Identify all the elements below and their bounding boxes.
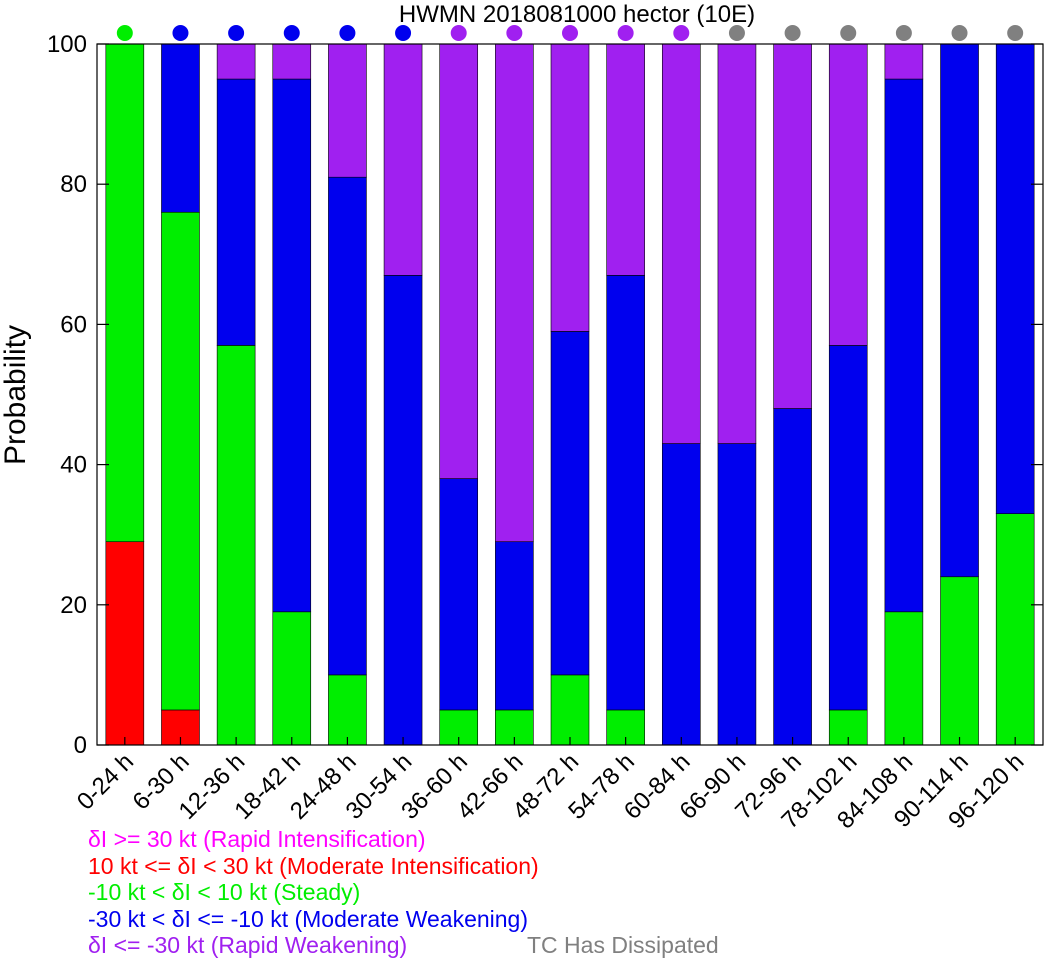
legend: δI >= 30 kt (Rapid Intensification) 10 k… <box>88 826 539 959</box>
bar-segment-60-84-h-moderate-weakening <box>661 443 701 746</box>
legend-entry-steady: -10 kt < δI < 10 kt (Steady) <box>88 879 361 905</box>
category-marker-78-102-h <box>840 25 857 41</box>
bar-segment-90-114-h-steady <box>940 576 979 746</box>
bar-segment-66-90-h-moderate-weakening <box>717 443 757 746</box>
bar-segment-96-120-h-steady <box>995 513 1035 746</box>
bar-segment-12-36-h-steady <box>216 345 256 746</box>
category-marker-6-30-h <box>172 25 189 41</box>
y-tick-label-100: 100 <box>47 31 87 58</box>
category-marker-30-54-h <box>395 25 412 41</box>
bar-segment-0-24-h-moderate-intensification <box>105 541 145 746</box>
bar-segment-24-48-h-steady <box>328 674 367 746</box>
y-tick-label-0: 0 <box>74 732 87 759</box>
category-marker-36-60-h <box>450 25 467 41</box>
category-marker-42-66-h <box>506 25 523 41</box>
bar-segment-6-30-h-moderate-weakening <box>161 43 200 213</box>
bar-segment-36-60-h-moderate-weakening <box>439 478 479 711</box>
bar-segment-60-84-h-rapid-weakening <box>661 43 701 444</box>
category-marker-24-48-h <box>339 25 356 41</box>
category-marker-72-96-h <box>784 25 801 41</box>
bar-segment-84-108-h-moderate-weakening <box>884 78 924 613</box>
bar-segment-30-54-h-moderate-weakening <box>383 275 423 746</box>
bar-segment-12-36-h-rapid-weakening <box>216 43 256 80</box>
bars-group <box>105 43 1035 746</box>
category-markers <box>116 25 1024 41</box>
bar-segment-0-24-h-steady <box>105 43 145 543</box>
bar-segment-54-78-h-moderate-weakening <box>606 275 645 711</box>
bar-segment-72-96-h-moderate-weakening <box>773 408 812 746</box>
bar-segment-54-78-h-rapid-weakening <box>606 43 645 276</box>
bar-segment-48-72-h-moderate-weakening <box>550 331 590 676</box>
bar-segment-84-108-h-steady <box>884 611 924 746</box>
bar-segment-36-60-h-rapid-weakening <box>439 43 479 479</box>
bar-segment-6-30-h-steady <box>161 211 200 711</box>
legend-entry-dissipated: TC Has Dissipated <box>527 932 719 958</box>
bar-segment-48-72-h-steady <box>550 674 590 746</box>
category-marker-54-78-h <box>617 25 634 41</box>
y-tick-label-20: 20 <box>60 592 87 619</box>
legend-entry-moderate-weakening: -30 kt < δI <= -10 kt (Moderate Weakenin… <box>88 905 529 932</box>
category-marker-90-114-h <box>951 25 968 41</box>
x-axis-ticks: 0-24 h6-30 h12-36 h18-42 h24-48 h30-54 h… <box>72 737 1029 834</box>
bar-segment-18-42-h-steady <box>272 611 312 746</box>
category-marker-96-120-h <box>1007 25 1024 41</box>
bar-segment-78-102-h-rapid-weakening <box>828 43 868 346</box>
bar-segment-18-42-h-moderate-weakening <box>272 78 312 613</box>
bar-segment-48-72-h-rapid-weakening <box>550 43 590 332</box>
legend-entry-rapid-intensification: δI >= 30 kt (Rapid Intensification) <box>88 826 426 852</box>
bar-segment-24-48-h-rapid-weakening <box>328 43 367 178</box>
category-marker-60-84-h <box>673 25 690 41</box>
legend-entry-rapid-weakening: δI <= -30 kt (Rapid Weakening) <box>88 932 408 958</box>
bar-segment-42-66-h-rapid-weakening <box>495 43 534 543</box>
bar-segment-42-66-h-moderate-weakening <box>495 541 534 711</box>
bar-segment-66-90-h-rapid-weakening <box>717 43 757 444</box>
category-marker-18-42-h <box>283 25 300 41</box>
bar-segment-30-54-h-rapid-weakening <box>383 43 423 276</box>
bar-segment-90-114-h-moderate-weakening <box>940 43 979 578</box>
y-tick-label-80: 80 <box>60 171 87 198</box>
bar-segment-78-102-h-moderate-weakening <box>828 345 868 711</box>
legend-entry-moderate-intensification: 10 kt <= δI < 30 kt (Moderate Intensific… <box>88 852 539 879</box>
category-marker-0-24-h <box>116 25 133 41</box>
category-marker-12-36-h <box>228 25 245 41</box>
category-marker-66-90-h <box>728 25 745 41</box>
bar-segment-96-120-h-moderate-weakening <box>995 43 1035 514</box>
bar-segment-18-42-h-rapid-weakening <box>272 43 312 80</box>
y-tick-label-40: 40 <box>60 452 87 479</box>
y-tick-label-60: 60 <box>60 311 87 338</box>
bar-segment-84-108-h-rapid-weakening <box>884 43 924 80</box>
category-marker-84-108-h <box>895 25 912 41</box>
category-marker-48-72-h <box>562 25 578 41</box>
bar-segment-72-96-h-rapid-weakening <box>773 43 812 409</box>
chart-title: HWMN 2018081000 hector (10E) <box>399 1 755 28</box>
bar-segment-24-48-h-moderate-weakening <box>328 176 367 676</box>
y-axis-ticks: 0 20 40 60 80 100 <box>47 31 1043 759</box>
y-axis-label: Probability <box>0 325 32 465</box>
bar-segment-12-36-h-moderate-weakening <box>216 78 256 346</box>
